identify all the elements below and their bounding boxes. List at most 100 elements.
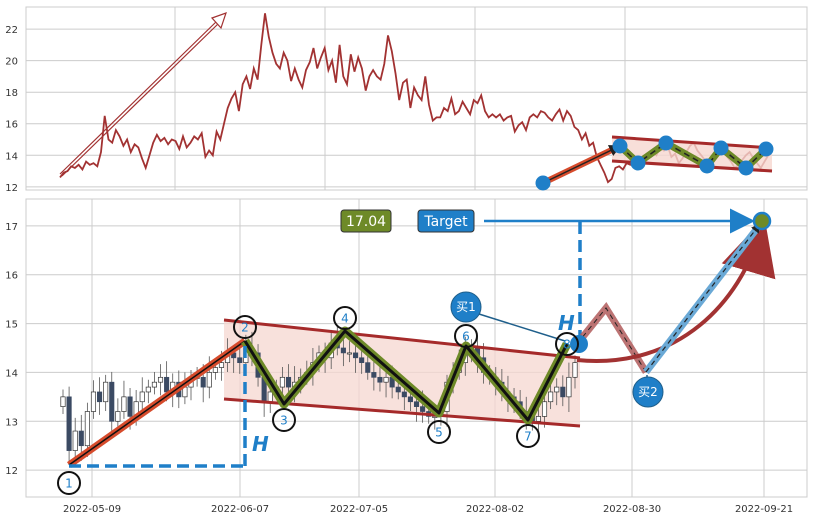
candle-body — [383, 376, 389, 383]
candle-body — [340, 347, 346, 354]
pattern-point-markers: 1 2 3 4 5 6 7 8 — [57, 306, 579, 495]
overview-channel-upper — [611, 135, 773, 150]
overview-pattern-point — [738, 160, 754, 176]
candle-body — [103, 381, 109, 403]
candle-body — [371, 372, 377, 378]
overview-hollow-arrow-head — [210, 12, 227, 30]
pattern-point-circle — [272, 408, 296, 432]
candle-body — [353, 352, 359, 359]
candle-body — [145, 386, 151, 393]
pattern-point-label: 4 — [341, 312, 349, 326]
candle-body — [566, 376, 572, 398]
candle-body — [572, 362, 578, 378]
detail-y-tick-label: 17 — [5, 222, 18, 233]
candle-body — [139, 391, 145, 403]
buy1-marker — [450, 291, 482, 323]
detail-y-tick-label: 16 — [5, 271, 18, 282]
detail-y-tick-label: 13 — [5, 417, 18, 428]
pattern-point-circle — [333, 306, 357, 330]
overview-pattern-point — [713, 140, 729, 156]
overview-y-tick-label: 12 — [5, 183, 18, 194]
candle-body — [548, 391, 554, 403]
candle-body — [84, 411, 90, 447]
projected-zigzag-dash — [576, 307, 647, 373]
candle-body — [218, 362, 225, 368]
detail-x-ticks: 2022-05-09 2022-06-07 2022-07-05 2022-08-02… — [63, 504, 793, 515]
buy2-marker — [632, 376, 664, 408]
pattern-point-label: 3 — [280, 414, 288, 428]
candle-body — [346, 352, 353, 355]
overview-trend-arrow — [542, 145, 622, 184]
detail-y-ticks: 12 13 14 15 16 17 — [5, 222, 18, 477]
candle-body — [535, 416, 541, 422]
height-label-left: H — [252, 432, 269, 456]
buy2-label: 买2 — [638, 385, 658, 399]
detail-x-tick-label: 2022-05-09 — [63, 504, 121, 515]
pattern-point-circle — [57, 471, 81, 495]
pattern-point-circle — [454, 324, 478, 348]
detail-x-tick-label: 2022-08-30 — [603, 504, 661, 515]
overview-y-ticks: 12 14 16 18 20 22 — [5, 25, 18, 194]
overview-pattern-point — [699, 158, 715, 174]
flagpole-inner — [68, 340, 246, 466]
overview-y-tick-label: 14 — [5, 151, 18, 162]
detail-x-tick-label: 2022-07-05 — [330, 504, 388, 515]
detail-x-tick-label: 2022-06-07 — [211, 504, 269, 515]
candle-body — [285, 376, 292, 388]
pattern-point-label: 8 — [563, 338, 571, 352]
overview-pattern-point — [612, 138, 628, 154]
overview-pattern-point — [535, 175, 551, 191]
candle-body — [157, 376, 164, 383]
detail-y-tick-label: 12 — [5, 466, 18, 477]
candle-body — [413, 401, 420, 407]
candle-body — [267, 391, 273, 403]
pattern-point-circle — [233, 315, 257, 339]
candle-body — [377, 376, 383, 383]
candle-body — [560, 386, 566, 398]
pattern-point-label: 7 — [524, 430, 532, 444]
overview-pattern-point — [630, 155, 646, 171]
candle-body — [541, 401, 548, 417]
candle-body — [279, 376, 285, 388]
overview-y-tick-label: 18 — [5, 88, 18, 99]
candle-body — [109, 381, 115, 422]
detail-y-tick-label: 14 — [5, 368, 18, 379]
pattern-point-label: 5 — [435, 426, 443, 440]
overview-panel: 12 14 16 18 20 22 — [5, 6, 808, 194]
overview-pattern-point — [758, 141, 774, 157]
pattern-point-label: 2 — [241, 321, 249, 335]
candle-body — [206, 372, 212, 388]
height-label-right: H — [558, 311, 575, 335]
detail-panel: 12 13 14 15 16 17 2022-05-09 2022-06-07 2022-07… — [5, 198, 808, 515]
detail-x-tick-label: 2022-09-21 — [735, 504, 793, 515]
breakout-line-dash — [645, 223, 761, 373]
candle-body — [78, 430, 84, 447]
candle-body — [237, 357, 243, 364]
pattern-point-circle — [516, 424, 540, 448]
projection-curve — [576, 217, 776, 363]
candle-body — [72, 430, 78, 451]
candle-body — [115, 411, 121, 422]
target-value-box — [340, 209, 392, 233]
pattern-point-circle — [555, 332, 579, 356]
candle-body — [395, 386, 401, 393]
overview-gridlines — [26, 7, 807, 190]
candle-body — [420, 406, 426, 412]
overview-hollow-arrow — [59, 19, 221, 177]
candle-body — [200, 376, 206, 388]
overview-points — [535, 135, 774, 191]
candle-body — [407, 396, 413, 403]
candle-body — [554, 386, 560, 393]
candle-body — [151, 381, 157, 388]
zigzag-inner — [243, 329, 569, 422]
target-label-box — [417, 209, 475, 233]
candle-body — [97, 391, 103, 403]
target-label-text: Target — [423, 214, 468, 230]
buy1-label: 买1 — [456, 300, 476, 314]
detail-y-tick-label: 15 — [5, 320, 18, 331]
target-value-text: 17.04 — [346, 214, 386, 230]
candle-body — [60, 396, 66, 407]
overview-y-tick-label: 20 — [5, 57, 18, 68]
candle-body — [359, 357, 365, 364]
